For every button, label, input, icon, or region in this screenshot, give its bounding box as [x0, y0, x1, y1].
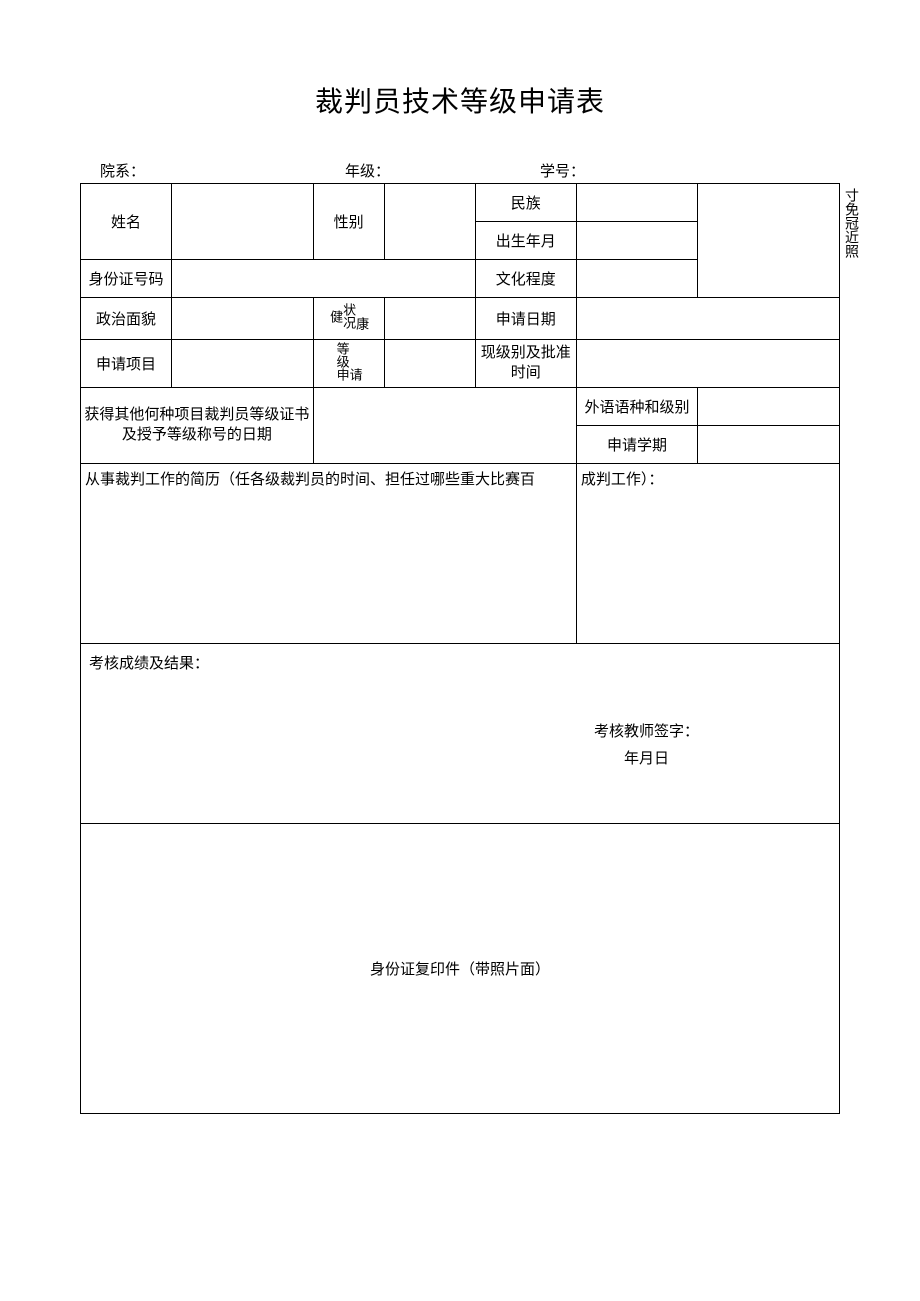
label-name: 姓名: [81, 184, 172, 260]
field-birth[interactable]: [576, 222, 697, 260]
field-current-level[interactable]: [576, 340, 839, 388]
photo-label: 寸免冠近照: [843, 188, 857, 258]
field-apply-item[interactable]: [172, 340, 314, 388]
id-copy-label: 身份证复印件（带照片面）: [370, 962, 550, 978]
label-health: 状况健康: [313, 298, 384, 340]
application-form-table: 姓名 性别 民族 寸免冠近照 出生年月 身份证号码 文化程度 政治面貌 状况健康…: [80, 183, 840, 1114]
resume-label-right: 成判工作）：: [581, 472, 664, 488]
label-ethnicity: 民族: [475, 184, 576, 222]
field-name[interactable]: [172, 184, 314, 260]
assessment-sign-block: 考核教师签字： 年月日: [594, 719, 699, 773]
label-apply-level: 等级申请: [313, 340, 384, 388]
field-apply-level[interactable]: [384, 340, 475, 388]
photo-box[interactable]: 寸免冠近照: [698, 184, 840, 298]
field-education[interactable]: [576, 260, 697, 298]
label-current-level: 现级别及批准时间: [475, 340, 576, 388]
header-line: 院系： 年级： 学号：: [80, 160, 840, 181]
grade-label: 年级：: [345, 160, 390, 181]
field-apply-date[interactable]: [576, 298, 839, 340]
assess-sign-label: 考核教师签字：: [594, 724, 699, 740]
field-idno[interactable]: [172, 260, 476, 298]
resume-cell-left[interactable]: 从事裁判工作的简历（任各级裁判员的时间、担任过哪些重大比赛百: [81, 464, 577, 644]
label-political: 政治面貌: [81, 298, 172, 340]
label-apply-item: 申请项目: [81, 340, 172, 388]
field-foreign-lang[interactable]: [698, 388, 840, 426]
field-apply-term[interactable]: [698, 426, 840, 464]
field-other-cert[interactable]: [313, 388, 576, 464]
label-education: 文化程度: [475, 260, 576, 298]
dept-label: 院系：: [100, 160, 145, 181]
resume-label-left: 从事裁判工作的简历（任各级裁判员的时间、担任过哪些重大比赛百: [85, 472, 535, 488]
field-health[interactable]: [384, 298, 475, 340]
page-title: 裁判员技术等级申请表: [80, 80, 840, 120]
label-gender: 性别: [313, 184, 384, 260]
label-foreign-lang: 外语语种和级别: [576, 388, 697, 426]
field-ethnicity[interactable]: [576, 184, 697, 222]
label-birth: 出生年月: [475, 222, 576, 260]
id-copy-cell[interactable]: 身份证复印件（带照片面）: [81, 824, 840, 1114]
assessment-cell[interactable]: 考核成绩及结果： 考核教师签字： 年月日: [81, 644, 840, 824]
label-apply-date: 申请日期: [475, 298, 576, 340]
assess-date-label: 年月日: [624, 751, 669, 767]
field-political[interactable]: [172, 298, 314, 340]
label-idno: 身份证号码: [81, 260, 172, 298]
label-other-cert: 获得其他何种项目裁判员等级证书 及授予等级称号的日期: [81, 388, 314, 464]
assessment-label: 考核成绩及结果：: [89, 656, 209, 672]
stuid-label: 学号：: [540, 160, 585, 181]
label-apply-term: 申请学期: [576, 426, 697, 464]
field-gender[interactable]: [384, 184, 475, 260]
resume-cell-right[interactable]: 成判工作）：: [576, 464, 839, 644]
